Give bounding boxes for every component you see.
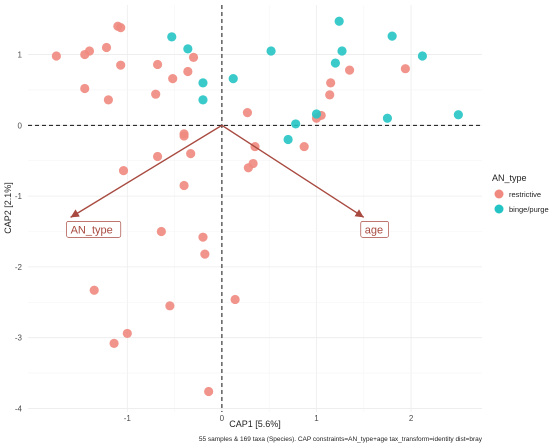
point-binge-purge [183,44,193,54]
legend: AN_type restrictive binge/purge [492,173,549,214]
point-binge-purge [330,58,340,68]
point-restrictive [179,131,189,141]
y-tick-label: 0 [18,121,23,130]
point-restrictive [152,151,163,162]
point-restrictive [179,180,189,191]
legend-label-restrictive: restrictive [509,190,541,199]
axis-ticks: -1 0 1 2 -4 -3 -2 -1 0 1 [15,51,414,423]
y-tick-label: -4 [15,404,23,413]
arrow-label-box [66,220,122,238]
x-tick-label: 0 [220,414,225,423]
point-binge-purge [387,31,397,41]
point-restrictive [325,90,335,100]
y-tick-label: 1 [18,51,23,60]
y-axis-title: CAP2 [2.1%] [3,182,13,234]
point-binge-purge [266,46,276,56]
point-binge-purge [291,119,301,129]
y-tick-label: -1 [15,192,23,201]
point-restrictive [152,59,163,70]
biplot-arrows: AN_type age [66,124,389,238]
point-restrictive [101,42,112,53]
arrow-label-age: age [360,220,389,238]
point-restrictive [156,226,166,237]
point-binge-purge [228,74,238,84]
point-restrictive [204,386,214,397]
point-restrictive [200,249,210,259]
point-restrictive [109,338,119,348]
caption: 55 samples & 169 taxa (Species). CAP con… [199,436,483,443]
point-binge-purge [198,78,208,88]
x-tick-label: 1 [314,414,319,423]
y-tick-label: -2 [15,263,23,272]
point-restrictive [89,285,99,295]
data-points [51,16,463,397]
point-restrictive [80,83,90,94]
point-restrictive [118,166,129,176]
point-restrictive [400,64,410,74]
legend-label-binge-purge: binge/purge [509,205,549,214]
arrow-label-text: AN_type [71,224,113,236]
point-restrictive [51,51,61,61]
point-binge-purge [453,110,463,120]
legend-key-restrictive [494,189,504,199]
arrow-label-an-type: AN_type [66,220,122,238]
point-binge-purge [198,95,208,105]
point-restrictive [299,141,309,152]
arrow-an-type [70,124,223,218]
y-tick-label: -3 [15,334,23,343]
point-restrictive [326,78,336,88]
point-restrictive [116,60,126,70]
point-binge-purge [283,134,293,145]
point-binge-purge [382,113,393,123]
point-restrictive [165,301,175,311]
point-restrictive [230,294,240,305]
point-restrictive [183,66,193,77]
point-binge-purge [337,46,347,56]
point-restrictive [198,232,208,242]
point-restrictive [344,65,355,75]
point-restrictive [84,46,95,56]
legend-key-binge-purge [494,204,504,214]
point-binge-purge [417,51,428,61]
point-restrictive [188,52,199,62]
point-restrictive [186,149,196,159]
grid-lines [28,5,482,412]
point-binge-purge [167,32,177,42]
legend-title: AN_type [492,173,527,183]
point-restrictive [243,163,253,173]
point-restrictive [122,328,132,339]
point-restrictive [168,74,178,84]
arrow-label-box [360,220,389,238]
arrow-age [221,124,365,218]
x-tick-label: -1 [124,414,132,423]
arrow-label-text: age [365,224,383,236]
point-restrictive [151,89,161,99]
x-axis-title: CAP1 [5.6%] [229,419,281,429]
reference-lines [28,5,482,412]
point-restrictive [103,95,113,105]
x-tick-label: 2 [409,414,414,423]
point-restrictive [242,107,253,118]
point-binge-purge [311,109,322,119]
plot-panel [28,5,482,412]
point-restrictive [116,23,126,33]
point-binge-purge [334,16,344,26]
